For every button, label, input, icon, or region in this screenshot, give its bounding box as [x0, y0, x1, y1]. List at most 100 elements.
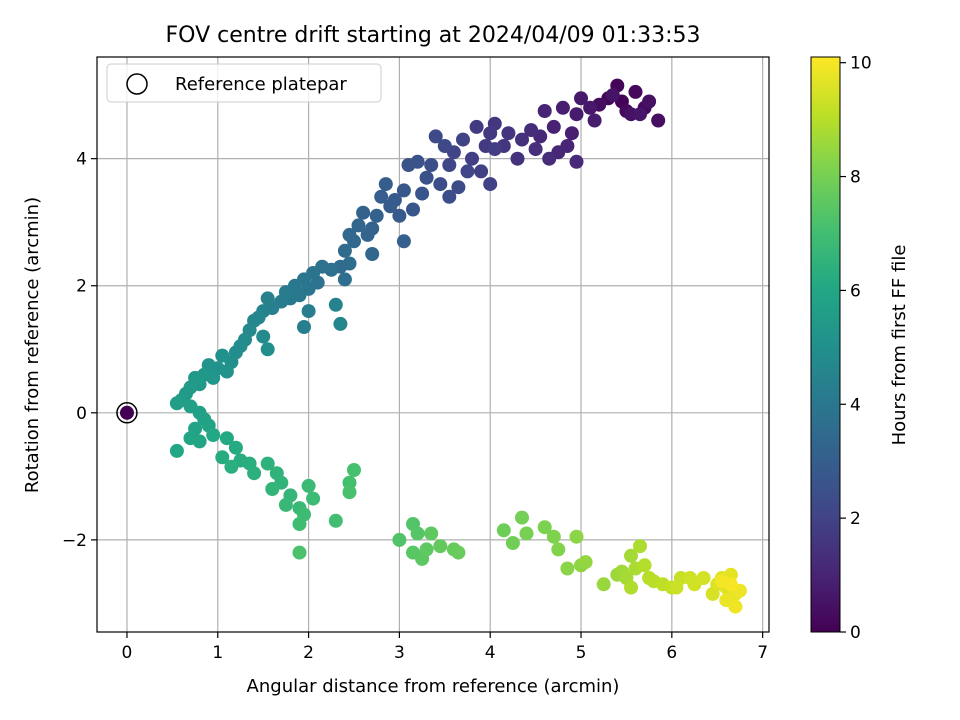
data-point: [260, 291, 275, 306]
data-point: [278, 497, 293, 512]
data-point: [419, 170, 434, 185]
data-point: [292, 517, 307, 531]
x-tick-label: 4: [485, 643, 496, 663]
x-tick-label: 0: [122, 643, 133, 663]
data-point: [642, 94, 657, 109]
data-point: [501, 126, 516, 141]
data-point: [487, 142, 502, 157]
data-point: [169, 396, 184, 411]
data-point: [456, 132, 470, 147]
colorbar-tick-label: 4: [850, 395, 861, 415]
plot-background: [97, 57, 769, 632]
data-point: [392, 532, 407, 547]
data-point: [460, 164, 475, 179]
colorbar: 0 2 4 6 8 10 Hours from first FF file: [810, 54, 910, 643]
x-tick-label: 5: [576, 643, 587, 663]
data-point: [347, 463, 361, 477]
data-point: [637, 558, 652, 573]
data-point: [528, 142, 543, 157]
x-tick-label: 3: [394, 643, 405, 663]
data-point: [451, 180, 466, 195]
data-point: [564, 126, 579, 141]
x-tick-label: 2: [303, 643, 314, 663]
data-point: [383, 199, 398, 214]
data-point: [633, 539, 647, 554]
data-point: [723, 577, 738, 592]
data-point: [651, 113, 666, 128]
data-point: [483, 177, 498, 192]
data-point: [465, 151, 479, 166]
colorbar-label: Hours from first FF file: [889, 245, 910, 446]
data-point: [183, 431, 198, 446]
data-point: [546, 529, 561, 544]
data-point: [215, 450, 230, 465]
data-point: [569, 107, 584, 122]
data-point: [442, 189, 457, 204]
data-point: [728, 599, 743, 614]
data-point: [396, 234, 411, 249]
legend-frame: [106, 63, 382, 103]
legend-marker: [126, 73, 148, 95]
colorbar-tick-label: 6: [850, 281, 861, 301]
data-point: [696, 571, 711, 585]
data-point: [605, 88, 620, 103]
data-point: [260, 342, 275, 357]
x-tick-label: 1: [212, 643, 223, 663]
data-point: [428, 129, 443, 144]
data-point: [219, 431, 234, 446]
y-tick-label: −2: [62, 531, 87, 551]
data-point: [260, 456, 275, 471]
data-point: [624, 580, 638, 595]
data-point: [424, 526, 439, 541]
colorbar-tick-label: 0: [850, 623, 861, 643]
data-point: [451, 545, 466, 560]
data-point: [369, 208, 384, 223]
data-points: [116, 78, 747, 614]
y-tick-label: 0: [76, 404, 87, 424]
plot-area: 0 1 2 3 4 5 6 7 −2 0 2 4: [62, 56, 770, 663]
data-point: [537, 520, 552, 535]
data-point: [333, 316, 348, 331]
data-point: [515, 132, 529, 147]
data-point: [424, 158, 439, 172]
data-point: [256, 329, 271, 344]
data-point: [356, 205, 371, 220]
y-tick-label: 4: [76, 150, 87, 170]
data-point: [569, 154, 584, 169]
colorbar-tick-label: 8: [850, 168, 861, 188]
x-axis-label: Angular distance from reference (arcmin): [247, 676, 620, 697]
data-point: [555, 100, 570, 115]
reference-platepar-marker: [116, 402, 138, 424]
data-point: [328, 297, 343, 312]
data-point: [437, 139, 452, 153]
data-point: [474, 164, 489, 179]
data-point: [546, 119, 561, 134]
data-point: [215, 348, 230, 363]
colorbar-tick-label: 2: [850, 509, 861, 529]
data-point: [292, 545, 307, 560]
data-point: [415, 186, 430, 201]
data-point: [469, 119, 484, 134]
colorbar-ticks: 0 2 4 6 8 10: [840, 54, 872, 643]
data-point: [578, 555, 593, 570]
data-point: [228, 440, 243, 455]
data-point: [583, 100, 598, 115]
data-point: [551, 542, 566, 557]
y-axis-label: Rotation from reference (arcmin): [22, 197, 43, 493]
data-point: [396, 183, 411, 198]
chart-title: FOV centre drift starting at 2024/04/09 …: [166, 23, 701, 48]
data-point: [247, 466, 262, 481]
colorbar-tick-label: 10: [850, 54, 872, 74]
data-point: [524, 123, 539, 138]
y-tick-label: 2: [76, 277, 87, 297]
data-point: [433, 177, 448, 192]
data-point: [360, 227, 375, 242]
data-point: [392, 208, 407, 223]
data-point: [301, 478, 316, 493]
data-point: [342, 256, 357, 271]
data-point: [365, 247, 380, 261]
data-point: [587, 113, 602, 128]
data-point: [519, 526, 534, 541]
data-point: [496, 523, 511, 538]
